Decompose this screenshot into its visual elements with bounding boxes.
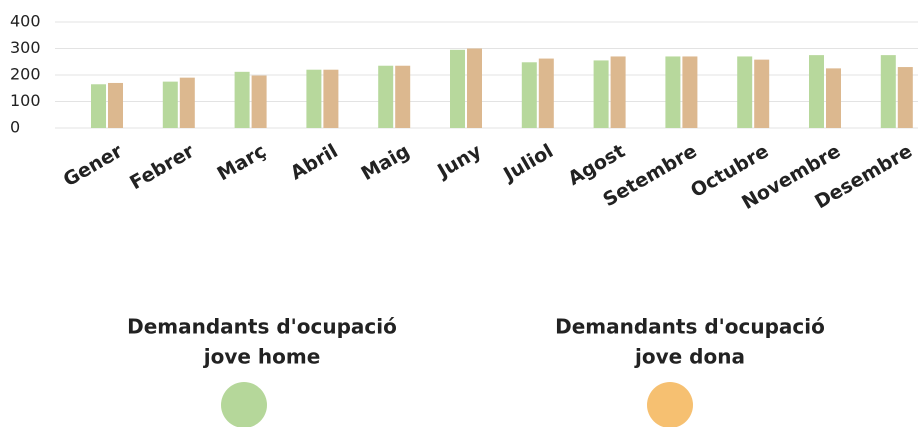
bar xyxy=(593,60,609,128)
bar xyxy=(880,55,896,128)
bar xyxy=(450,49,465,129)
bar xyxy=(665,56,681,129)
bar xyxy=(610,56,626,129)
bar xyxy=(538,58,554,128)
bar xyxy=(682,56,698,129)
y-tick-label: 400 xyxy=(10,12,41,31)
x-tick-label: Abril xyxy=(287,140,342,184)
legend-label: jove home xyxy=(203,345,321,369)
bar xyxy=(809,55,824,128)
x-tick-label: Juliol xyxy=(498,140,557,187)
legend-label: jove dona xyxy=(634,345,745,369)
x-tick-label: Gener xyxy=(60,140,127,191)
x-tick-label: Febrer xyxy=(126,140,198,195)
bar xyxy=(162,81,178,128)
y-tick-label: 300 xyxy=(10,38,41,57)
bar xyxy=(251,75,267,128)
bar xyxy=(521,62,537,128)
y-tick-label: 200 xyxy=(10,65,41,84)
legend-label: Demandants d'ocupació xyxy=(127,315,397,339)
legend-marker xyxy=(647,382,693,427)
bar xyxy=(754,59,770,128)
bar xyxy=(737,56,753,129)
bar xyxy=(395,65,411,128)
bar xyxy=(467,48,482,128)
bar xyxy=(826,68,841,128)
bar xyxy=(897,67,913,128)
x-tick-label: Març xyxy=(213,140,269,185)
legend-label: Demandants d'ocupació xyxy=(555,315,825,339)
x-tick-label: Maig xyxy=(358,140,414,185)
x-tick-label: Juny xyxy=(432,140,486,184)
y-tick-label: 0 xyxy=(10,118,20,137)
bar xyxy=(179,77,195,128)
y-tick-label: 100 xyxy=(10,91,41,110)
bar xyxy=(91,84,106,128)
bar xyxy=(108,82,123,128)
bar xyxy=(234,71,250,128)
legend-marker xyxy=(221,382,267,427)
bar xyxy=(306,69,322,128)
bar xyxy=(323,69,339,128)
bar xyxy=(378,65,394,128)
